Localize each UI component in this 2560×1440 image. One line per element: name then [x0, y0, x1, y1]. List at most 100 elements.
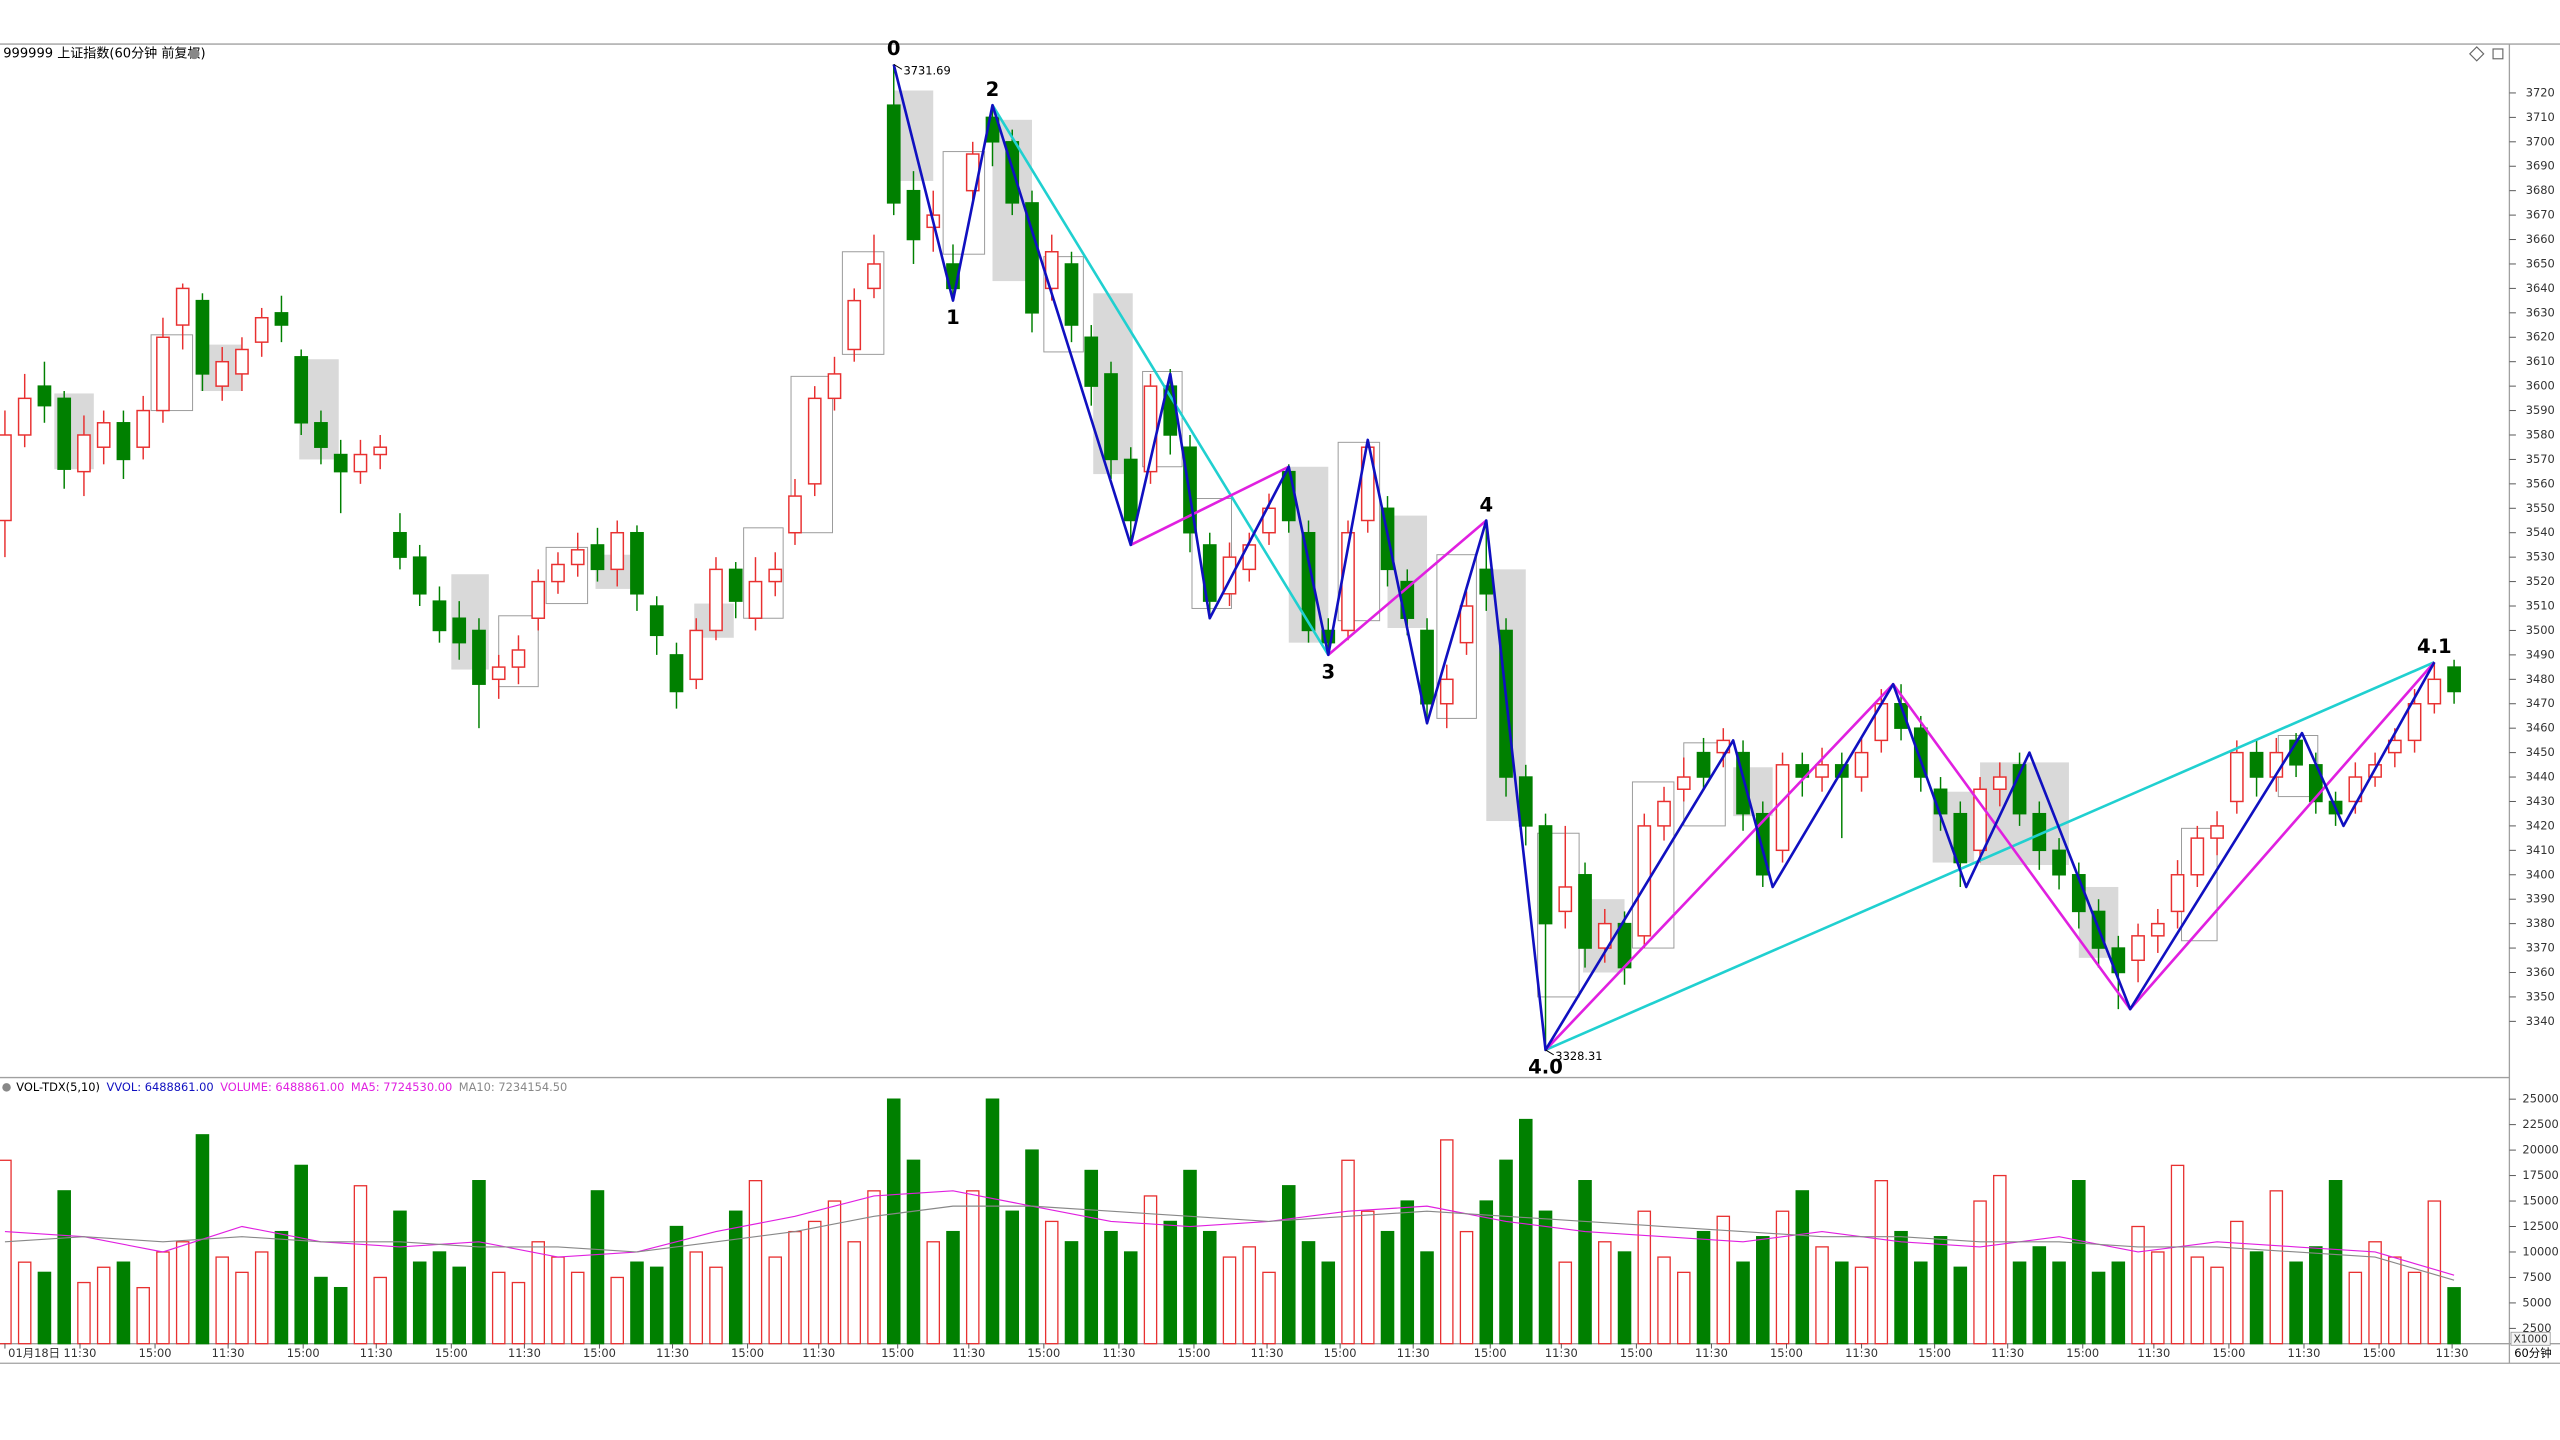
- volume-bar: [175, 1241, 190, 1345]
- candle-body: [1854, 751, 1869, 778]
- volume-bar: [946, 1230, 960, 1345]
- volume-bar: [1874, 1180, 1889, 1345]
- y-tick-label: 3530: [2526, 550, 2555, 564]
- volume-bar: [1064, 1241, 1079, 1345]
- x-tick-label: 01月18日: [8, 1346, 60, 1360]
- candle-body: [1459, 605, 1474, 644]
- volume-bar: [1696, 1230, 1711, 1345]
- volume-bar: [235, 1271, 249, 1345]
- volume-bar: [1044, 1220, 1059, 1345]
- volume-bar: [1756, 1236, 1770, 1345]
- volume-bar: [649, 1266, 664, 1345]
- candle-body: [116, 422, 131, 461]
- x-tick-label: 11:30: [656, 1346, 689, 1360]
- candle-body: [1815, 764, 1829, 778]
- wave-label: 1: [946, 306, 960, 329]
- volume-bar: [2427, 1200, 2442, 1345]
- candle-body: [353, 453, 368, 473]
- candle-body: [531, 580, 546, 619]
- candle-body: [847, 299, 862, 351]
- volume-menu-icon[interactable]: [2, 1083, 11, 1092]
- candle-body: [37, 385, 52, 407]
- y-tick-label: 3500: [2526, 623, 2555, 637]
- volume-bar: [2111, 1261, 2126, 1345]
- volume-bar: [1637, 1210, 1652, 1345]
- candle-body: [235, 348, 249, 375]
- pivot-box: [545, 546, 589, 605]
- candle-body: [1696, 751, 1711, 778]
- candle-body: [827, 373, 842, 400]
- x-tick-label: 11:30: [64, 1346, 97, 1360]
- x-tick-label: 15:00: [583, 1346, 616, 1360]
- volume-bar: [1775, 1210, 1790, 1345]
- y-tick-label: 3650: [2526, 256, 2555, 270]
- volume-bar: [1815, 1246, 1829, 1345]
- x-tick-label: 11:30: [508, 1346, 541, 1360]
- volume-bar: [1321, 1261, 1336, 1345]
- y-tick-label: 3400: [2526, 867, 2555, 881]
- candle-body: [649, 605, 664, 637]
- volume-bar: [96, 1266, 111, 1345]
- volume-bar: [1420, 1251, 1434, 1345]
- y-tick-label: 3340: [2526, 1014, 2555, 1028]
- y-tick-label: 3600: [2526, 379, 2555, 393]
- candle-body: [472, 629, 486, 685]
- volume-bar: [2032, 1246, 2047, 1345]
- candle-body: [2407, 703, 2422, 742]
- volume-bar: [1183, 1169, 1197, 1345]
- candle-body: [1064, 263, 1079, 326]
- title-menu-icon[interactable]: [189, 48, 200, 60]
- volume-bar: [985, 1098, 1000, 1345]
- y-tick-label: 3630: [2526, 305, 2555, 319]
- wave-line: [1544, 661, 2436, 1051]
- pivot-box: [743, 527, 784, 619]
- wave-line: [1130, 465, 1290, 547]
- volume-bar: [570, 1271, 585, 1345]
- y-tick-label: 3660: [2526, 232, 2555, 246]
- volume-bar: [2368, 1241, 2382, 1345]
- candle-body: [610, 531, 625, 571]
- axes: 3340 3350 3360 3370 3380 3390 3400 3410 3420 3430…: [4, 85, 2559, 1360]
- candle-body: [77, 434, 91, 473]
- candle-body: [2348, 776, 2363, 803]
- pivot-box: [1043, 256, 1084, 353]
- volume-y-tick-label: 10000: [2522, 1244, 2558, 1258]
- candle-body: [1676, 776, 1691, 790]
- candle-body: [393, 531, 407, 558]
- candle-body: [195, 299, 210, 375]
- volume-y-tick-label: 15000: [2522, 1194, 2558, 1208]
- volume-bar: [1242, 1246, 1257, 1345]
- x-tick-label: 11:30: [1845, 1346, 1878, 1360]
- volume-bar: [1360, 1210, 1375, 1345]
- window-icon[interactable]: [2492, 48, 2504, 60]
- pivot-box: [1191, 498, 1232, 609]
- volume-bar: [847, 1241, 862, 1345]
- volume-bar: [709, 1266, 723, 1345]
- candle-body: [2190, 837, 2205, 876]
- candle-body: [788, 495, 802, 534]
- candle-body: [551, 563, 565, 583]
- volume-bar: [1025, 1149, 1039, 1345]
- pivot-box: [1436, 554, 1477, 719]
- volume-bar: [373, 1276, 387, 1345]
- candle-body: [1301, 531, 1316, 632]
- x-tick-label: 15:00: [1474, 1346, 1507, 1360]
- candle-body: [274, 312, 289, 326]
- pivot-box: [1631, 781, 1675, 949]
- volume-bar: [491, 1271, 506, 1345]
- y-tick-label: 3550: [2526, 501, 2555, 515]
- volume-bar: [1677, 1271, 1691, 1345]
- wave-label: 2: [986, 78, 1000, 101]
- diamond-icon[interactable]: [2468, 46, 2485, 62]
- volume-y-tick-label: 25000: [2522, 1092, 2558, 1106]
- volume-bar: [2328, 1180, 2343, 1345]
- candle-body: [1973, 788, 1987, 852]
- volume-bar: [1933, 1236, 1948, 1345]
- x-tick-label: 11:30: [2436, 1346, 2469, 1360]
- volume-bar: [1538, 1210, 1553, 1345]
- volume-bar: [748, 1180, 763, 1345]
- x-tick-label: 15:00: [2363, 1346, 2396, 1360]
- candle-body: [590, 544, 605, 571]
- wave-label: 0: [887, 37, 901, 60]
- candle-body: [2447, 666, 2461, 693]
